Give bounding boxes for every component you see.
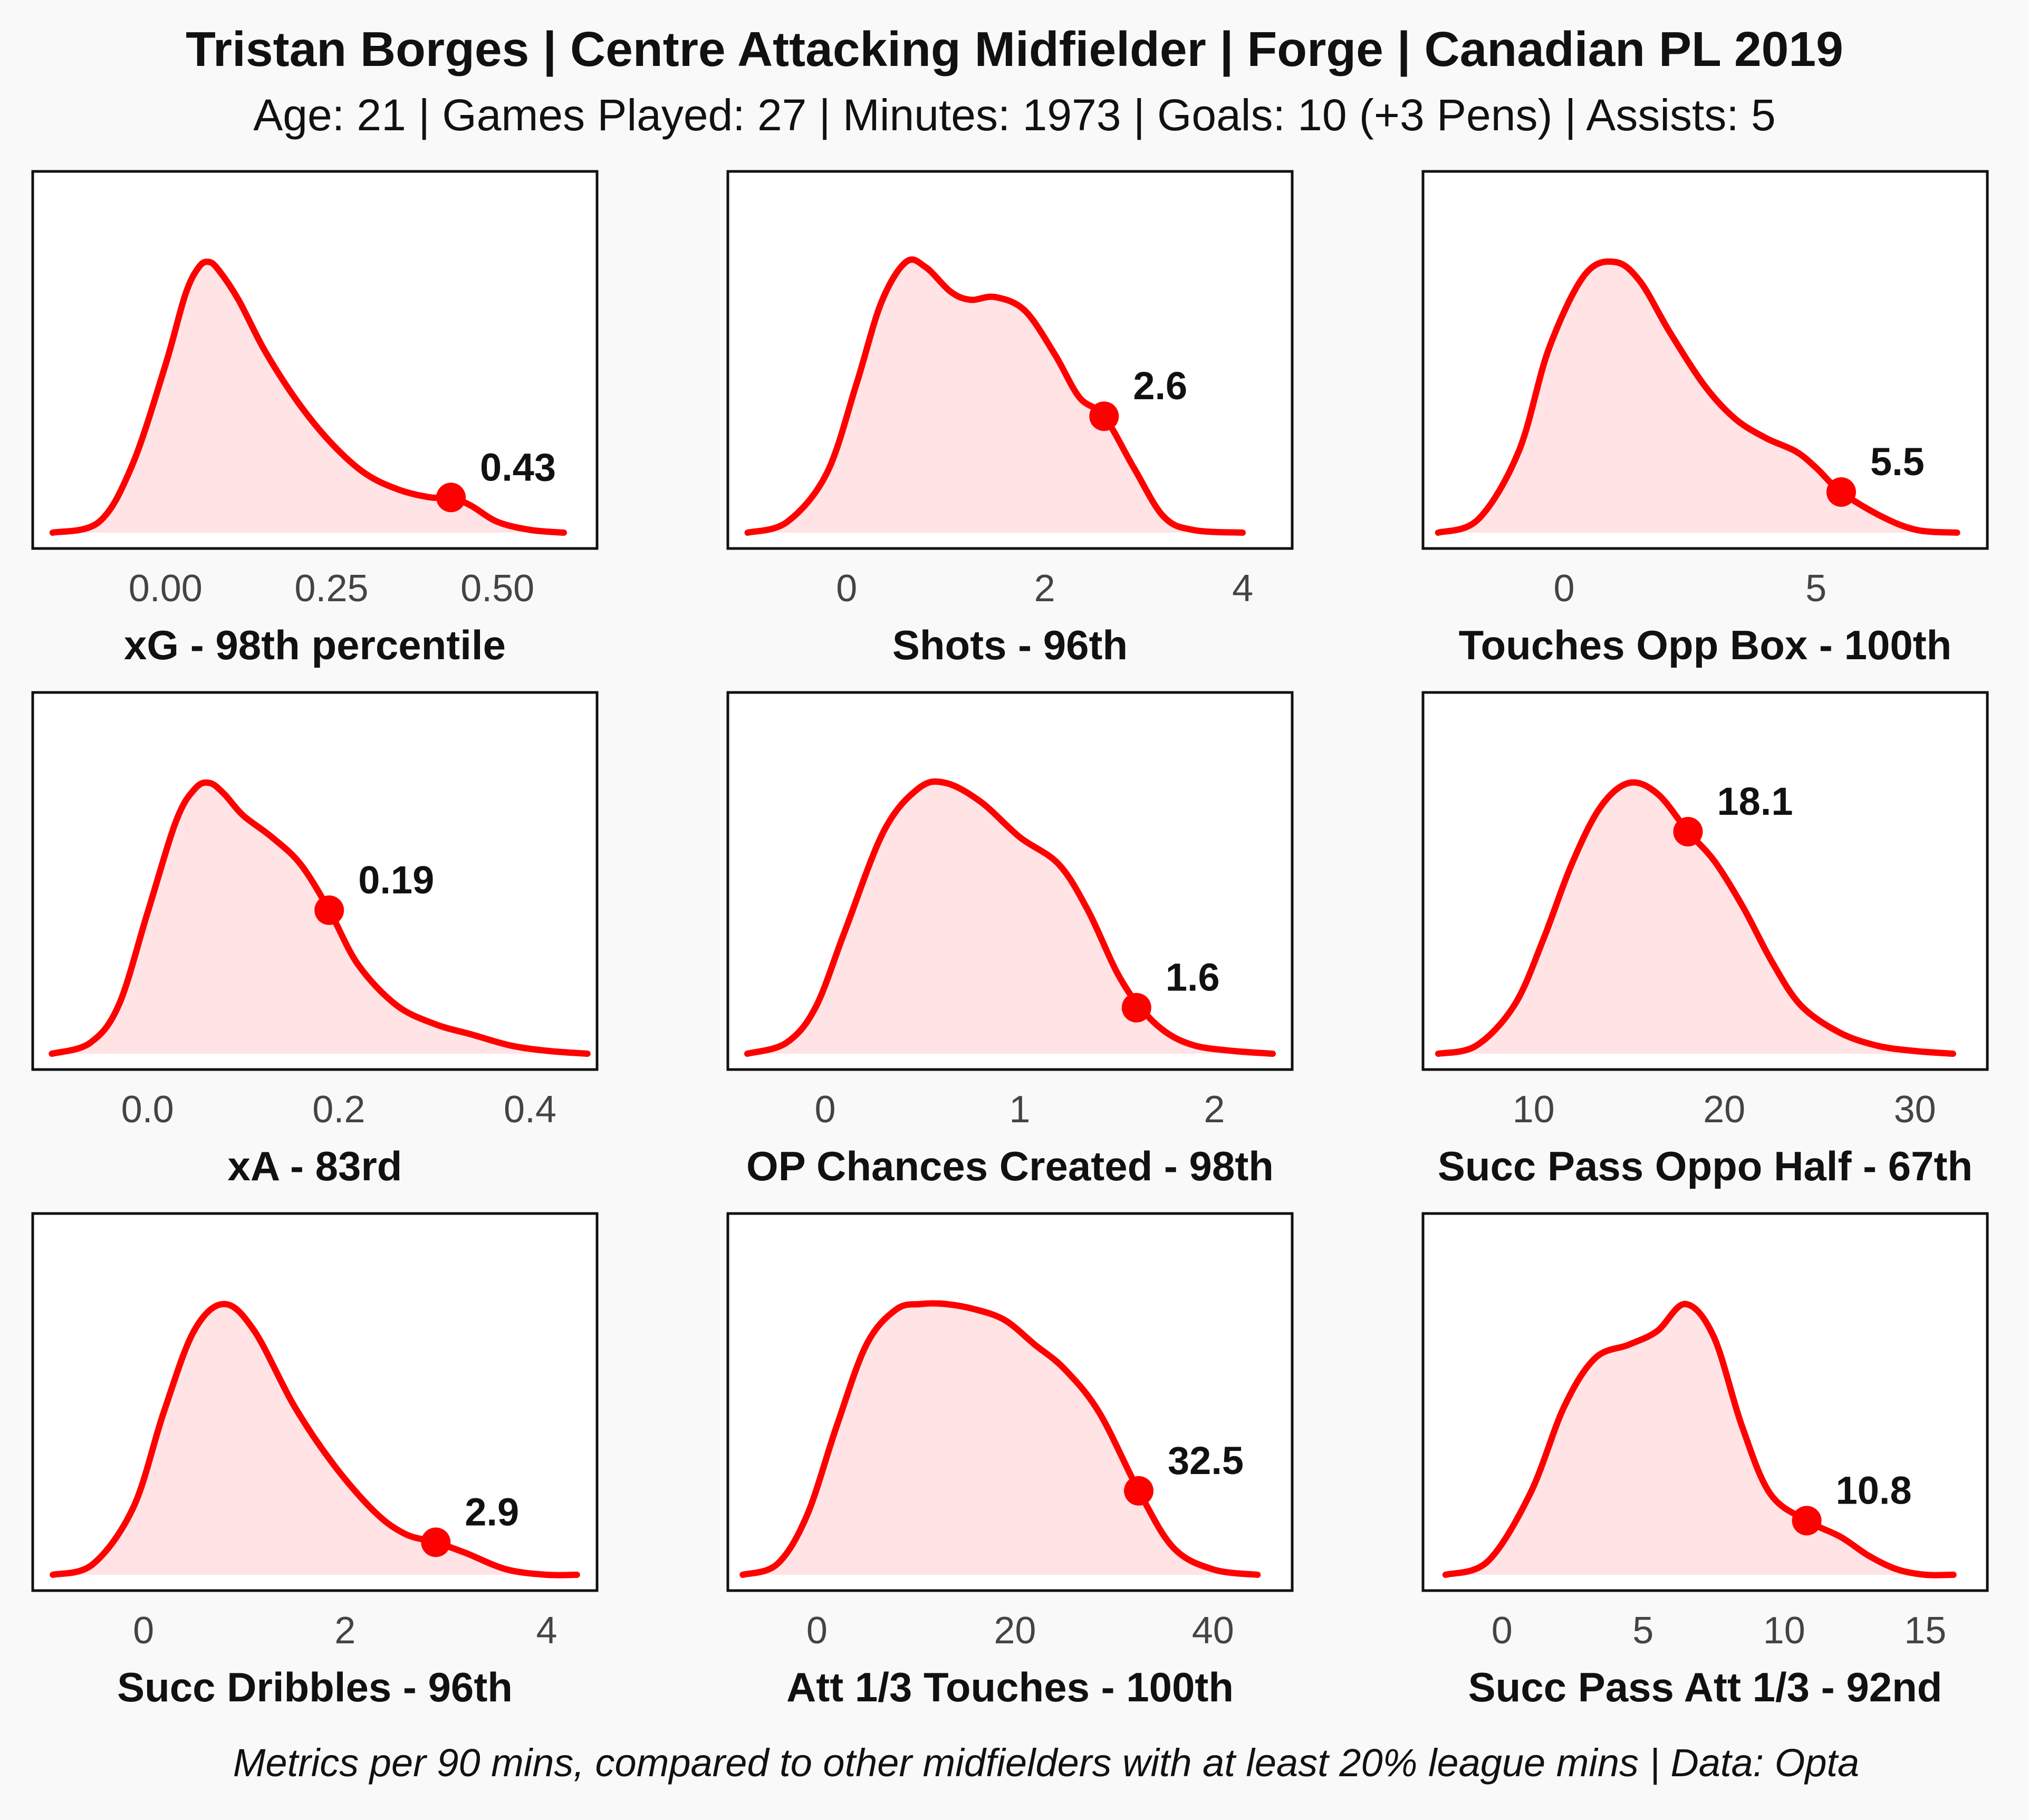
player-value-label: 0.19 <box>358 858 434 902</box>
density-curve <box>739 1300 1261 1578</box>
density-panel: 18.1 10 20 30 Succ Pass Oppo Half - 67th <box>1421 691 1989 1189</box>
x-tick-label: 0.50 <box>460 567 534 610</box>
density-panel: 0.43 0.00 0.25 0.50 xG - 98th percentile <box>31 170 599 668</box>
x-tick-label: 10 <box>1513 1089 1555 1131</box>
x-tick-label: 20 <box>1703 1089 1745 1131</box>
player-marker <box>436 483 466 513</box>
x-tick-label: 5 <box>1805 567 1826 610</box>
density-fill <box>52 262 564 533</box>
x-tick-label: 0 <box>133 1610 154 1652</box>
player-value-label: 0.43 <box>480 445 556 489</box>
x-axis-label: Succ Dribbles - 96th <box>117 1664 513 1710</box>
x-tick-label: 15 <box>1904 1610 1946 1652</box>
x-tick-label: 0 <box>814 1089 835 1131</box>
x-tick-label: 20 <box>994 1610 1036 1652</box>
player-value-label: 1.6 <box>1166 956 1220 999</box>
player-marker <box>421 1527 451 1557</box>
player-value-label: 2.9 <box>465 1490 519 1534</box>
x-axis-label: Succ Pass Oppo Half - 67th <box>1438 1143 1973 1189</box>
x-tick-label: 0 <box>1492 1610 1513 1652</box>
player-marker <box>1124 1476 1154 1506</box>
density-fill <box>1438 261 1957 533</box>
player-value-label: 10.8 <box>1836 1468 1912 1512</box>
player-marker <box>314 895 344 925</box>
x-tick-label: 0 <box>806 1610 828 1652</box>
player-value-label: 2.6 <box>1133 364 1187 408</box>
x-tick-label: 0.2 <box>312 1089 365 1131</box>
density-panel: 2.6 0 2 4 Shots - 96th <box>726 170 1294 668</box>
density-panel: 5.5 0 5 Touches Opp Box - 100th <box>1421 170 1989 668</box>
x-tick-label: 1 <box>1009 1089 1030 1131</box>
x-axis-label: xG - 98th percentile <box>124 622 506 668</box>
x-axis-label: Touches Opp Box - 100th <box>1459 622 1952 668</box>
x-axis-label: xA - 83rd <box>228 1143 402 1189</box>
density-panel: 2.9 0 2 4 Succ Dribbles - 96th <box>31 1212 599 1710</box>
density-panel: 1.6 0 1 2 OP Chances Created - 98th <box>726 691 1294 1189</box>
density-curve <box>744 778 1276 1057</box>
x-axis-label: OP Chances Created - 98th <box>746 1143 1274 1189</box>
density-curve <box>49 779 591 1057</box>
player-value-label: 32.5 <box>1168 1439 1244 1482</box>
x-tick-label: 0 <box>836 567 857 610</box>
x-tick-label: 4 <box>1232 567 1253 610</box>
x-tick-label: 5 <box>1632 1610 1653 1652</box>
x-axis-label: Shots - 96th <box>892 622 1128 668</box>
density-panel: 10.8 0 5 10 15 Succ Pass Att 1/3 - 92nd <box>1421 1212 1989 1710</box>
player-marker <box>1089 401 1119 431</box>
density-fill <box>743 1303 1258 1575</box>
x-tick-label: 4 <box>536 1610 557 1652</box>
player-marker <box>1121 993 1151 1023</box>
density-curve <box>744 256 1246 536</box>
x-tick-label: 0.0 <box>121 1089 174 1131</box>
player-marker <box>1826 477 1856 507</box>
density-curve <box>1442 1301 1957 1578</box>
x-tick-label: 30 <box>1894 1089 1936 1131</box>
density-panel: 32.5 0 20 40 Att 1/3 Touches - 100th <box>726 1212 1294 1710</box>
x-tick-label: 10 <box>1763 1610 1805 1652</box>
x-tick-label: 2 <box>1204 1089 1225 1131</box>
density-fill <box>1438 782 1953 1054</box>
footer-note: Metrics per 90 mins, compared to other m… <box>233 1741 1860 1785</box>
player-marker <box>1792 1506 1822 1536</box>
player-value-label: 5.5 <box>1870 440 1925 484</box>
density-fill <box>1445 1304 1954 1575</box>
x-tick-label: 40 <box>1192 1610 1234 1652</box>
chart-title: Tristan Borges | Centre Attacking Midfie… <box>186 22 1843 76</box>
x-axis-label: Succ Pass Att 1/3 - 92nd <box>1468 1664 1943 1710</box>
player-marker <box>1673 817 1703 847</box>
density-curve <box>50 1301 580 1578</box>
x-tick-label: 2 <box>1034 567 1055 610</box>
player-value-label: 18.1 <box>1717 779 1793 823</box>
density-panel: 0.19 0.0 0.2 0.4 xA - 83rd <box>31 691 599 1189</box>
chart-subtitle: Age: 21 | Games Played: 27 | Minutes: 19… <box>253 90 1776 140</box>
x-tick-label: 0.00 <box>129 567 203 610</box>
x-axis-label: Att 1/3 Touches - 100th <box>786 1664 1234 1710</box>
x-tick-label: 0.4 <box>504 1089 556 1131</box>
x-tick-label: 2 <box>334 1610 355 1652</box>
density-fill <box>747 259 1243 533</box>
x-tick-label: 0.25 <box>294 567 368 610</box>
x-tick-label: 0 <box>1553 567 1574 610</box>
